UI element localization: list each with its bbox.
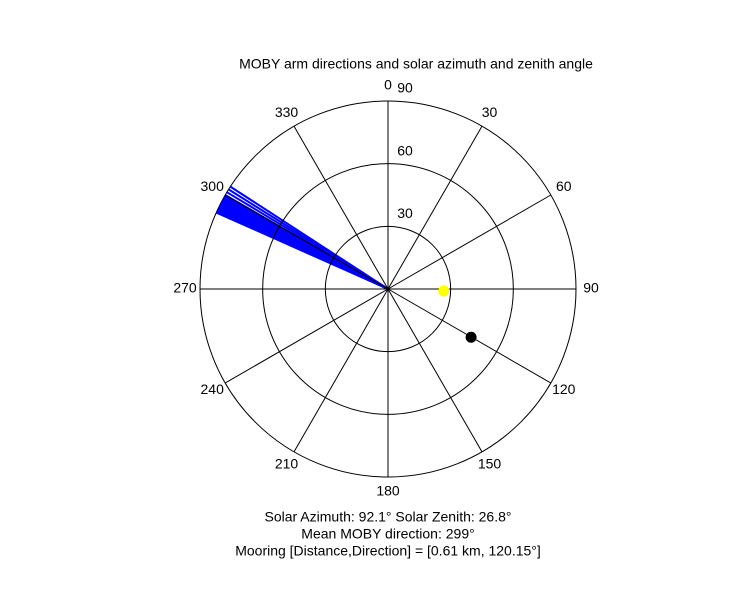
theta-tick-label: 240	[201, 381, 225, 397]
theta-tick-label: 300	[201, 178, 225, 194]
mooring-marker	[465, 331, 477, 343]
theta-tick-label: 0	[384, 77, 392, 93]
grid-spoke	[224, 288, 389, 384]
theta-tick-label: 180	[376, 483, 400, 499]
theta-tick-label: 120	[552, 381, 576, 397]
grid-spoke	[387, 288, 483, 453]
theta-tick-label: 150	[478, 456, 502, 472]
annotation: Solar Azimuth: 92.1° Solar Zenith: 26.8°	[265, 509, 512, 525]
sun-marker	[438, 285, 450, 297]
theta-tick-label: 90	[583, 280, 599, 296]
grid-spoke	[224, 194, 389, 290]
grid-spoke	[387, 125, 483, 290]
r-tick-label: 60	[397, 142, 413, 158]
grid-spoke	[387, 194, 552, 290]
grid-spoke	[293, 288, 389, 453]
theta-tick-label: 330	[275, 104, 299, 120]
theta-tick-label: 30	[482, 104, 498, 120]
r-tick-label: 90	[397, 80, 413, 96]
annotation: Mean MOBY direction: 299°	[301, 526, 474, 542]
theta-tick-label: 270	[173, 280, 197, 296]
annotation: Mooring [Distance,Direction] = [0.61 km,…	[235, 543, 541, 559]
arm-direction-ray	[229, 185, 389, 290]
r-tick-label: 30	[397, 205, 413, 221]
grid-spoke	[293, 125, 389, 290]
theta-tick-label: 210	[275, 456, 299, 472]
chart-title: MOBY arm directions and solar azimuth an…	[239, 56, 593, 72]
theta-tick-label: 60	[556, 178, 572, 194]
